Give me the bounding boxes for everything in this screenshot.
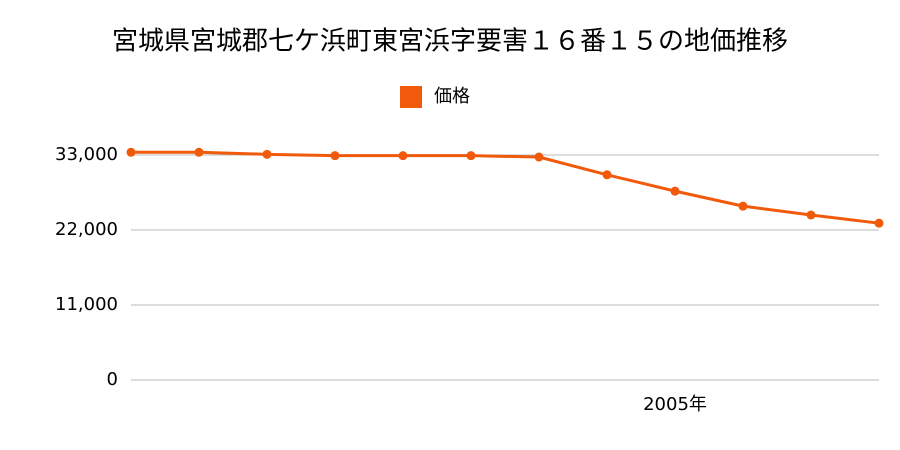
x-tick-label: 2005年 bbox=[643, 394, 707, 415]
data-point bbox=[738, 201, 748, 211]
y-tick-label: 11,000 bbox=[55, 294, 118, 315]
data-point bbox=[466, 151, 476, 161]
y-tick-label: 33,000 bbox=[55, 144, 118, 165]
data-point bbox=[262, 149, 272, 159]
data-point bbox=[398, 151, 408, 161]
y-tick-label: 0 bbox=[107, 369, 118, 390]
chart-title: 宮城県宮城郡七ケ浜町東宮浜字要害１６番１５の地価推移 bbox=[112, 27, 788, 57]
data-point bbox=[874, 218, 884, 228]
data-point bbox=[670, 186, 680, 196]
data-line bbox=[131, 150, 880, 225]
data-point bbox=[602, 170, 612, 180]
data-point bbox=[806, 210, 816, 220]
y-tick-label: 22,000 bbox=[55, 219, 118, 240]
data-point bbox=[194, 147, 204, 157]
data-point bbox=[534, 152, 544, 162]
legend-label: 価格 bbox=[434, 86, 470, 107]
data-point bbox=[126, 147, 136, 157]
legend-swatch bbox=[400, 86, 422, 108]
data-point bbox=[330, 151, 340, 161]
